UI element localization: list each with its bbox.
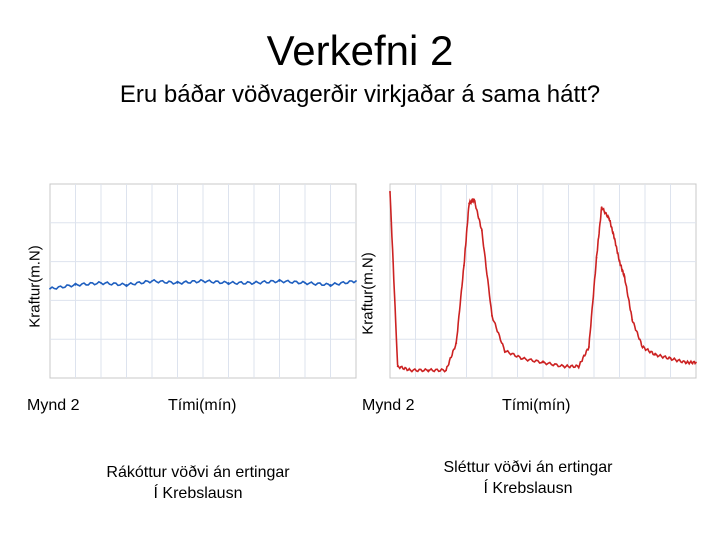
- right-chart-series-0-point-3: [427, 369, 430, 372]
- right-chart-series-0-point-26: [669, 357, 672, 360]
- left-chart-series-0-point-0: [49, 287, 51, 290]
- left-chart-series-0-point-4: [151, 280, 153, 282]
- left-chart-series-0-point-5: [176, 282, 179, 284]
- right-chart-series-0-point-19: [608, 218, 611, 220]
- left-chart-series-0-point-3: [125, 283, 128, 286]
- page-subtitle: Eru báðar vöðvagerðir virkjaðar á sama h…: [119, 81, 601, 108]
- left-chart-series-0-point-7: [227, 282, 230, 284]
- right-chart-series-0-point-25: [654, 353, 657, 356]
- right-chart-series-0-point-0: [389, 190, 391, 193]
- right-chart-series-0-point-24: [641, 346, 644, 348]
- caption-left: Rákóttur vöðvi án ertingar Í Krebslausn: [68, 462, 328, 504]
- right-chart-series-0-point-5: [455, 342, 458, 344]
- right-chart-series-0-point-23: [631, 318, 634, 321]
- caption-right-line1: Sléttur vöðvi án ertingar: [443, 459, 613, 476]
- page-title: Verkefni 2: [266, 27, 454, 74]
- left-chart-series-0-point-1: [74, 283, 77, 286]
- left-chart-series-0-point-9: [278, 280, 281, 282]
- caption-right: Sléttur vöðvi án ertingar Í Krebslausn: [398, 457, 658, 499]
- left-chart-series-0-point-8: [253, 282, 255, 284]
- right-chart-series-0-point-10: [491, 315, 493, 317]
- right-chart-series-0-point-12: [521, 357, 524, 360]
- left-chart-series-0-point-2: [100, 282, 102, 284]
- right-chart-series-0-point-11: [503, 349, 506, 352]
- left-chart-series-0-point-6: [202, 280, 204, 282]
- x-axis-label-right: Tími(mín): [502, 397, 571, 414]
- left-chart-series-0-point-11: [329, 283, 332, 286]
- caption-left-line1: Rákóttur vöðvi án ertingar: [106, 464, 290, 481]
- right-chart-series-0-point-14: [562, 365, 565, 368]
- right-chart-series-0-point-1: [396, 365, 399, 368]
- right-chart-series-0-point-4: [445, 369, 447, 372]
- right-chart-series-0-point-9: [480, 229, 483, 232]
- right-chart-series-0-point-17: [595, 256, 598, 259]
- y-axis-label-right: Kraftur(m.N): [359, 252, 377, 335]
- right-chart-series-0-point-28: [695, 361, 697, 364]
- caption-right-line2: Í Krebslausn: [483, 480, 573, 497]
- right-chart-series-0-point-22: [623, 276, 626, 279]
- right-chart-series-0-point-18: [600, 206, 603, 209]
- y-axis-label-left: Kraftur(m.N): [26, 245, 44, 328]
- chart-panel-right: [380, 170, 700, 392]
- right-chart-series-0-point-16: [588, 346, 590, 348]
- left-chart-series-0-point-10: [304, 282, 306, 284]
- right-chart-series-0-point-21: [618, 260, 621, 263]
- line-chart-right: [389, 183, 697, 379]
- right-chart-series-0-point-13: [542, 361, 544, 364]
- right-chart-series-0-point-15: [577, 365, 580, 368]
- right-chart-series-0-point-6: [463, 264, 465, 267]
- figure-label-right: Mynd 2: [362, 397, 415, 414]
- figure-label-left: Mynd 2: [27, 397, 80, 414]
- right-chart-series-0-point-8: [473, 198, 476, 201]
- line-chart-left: [49, 183, 357, 379]
- caption-left-line2: Í Krebslausn: [153, 485, 243, 502]
- chart-panel-left: [40, 170, 360, 392]
- right-chart-series-0-point-7: [468, 202, 470, 205]
- left-chart-series-0-point-12: [355, 280, 357, 282]
- right-chart-series-0-point-20: [613, 237, 616, 240]
- right-chart-series-0-point-27: [684, 361, 687, 364]
- right-chart-series-0-point-2: [409, 369, 412, 372]
- x-axis-label-left: Tími(mín): [168, 397, 237, 414]
